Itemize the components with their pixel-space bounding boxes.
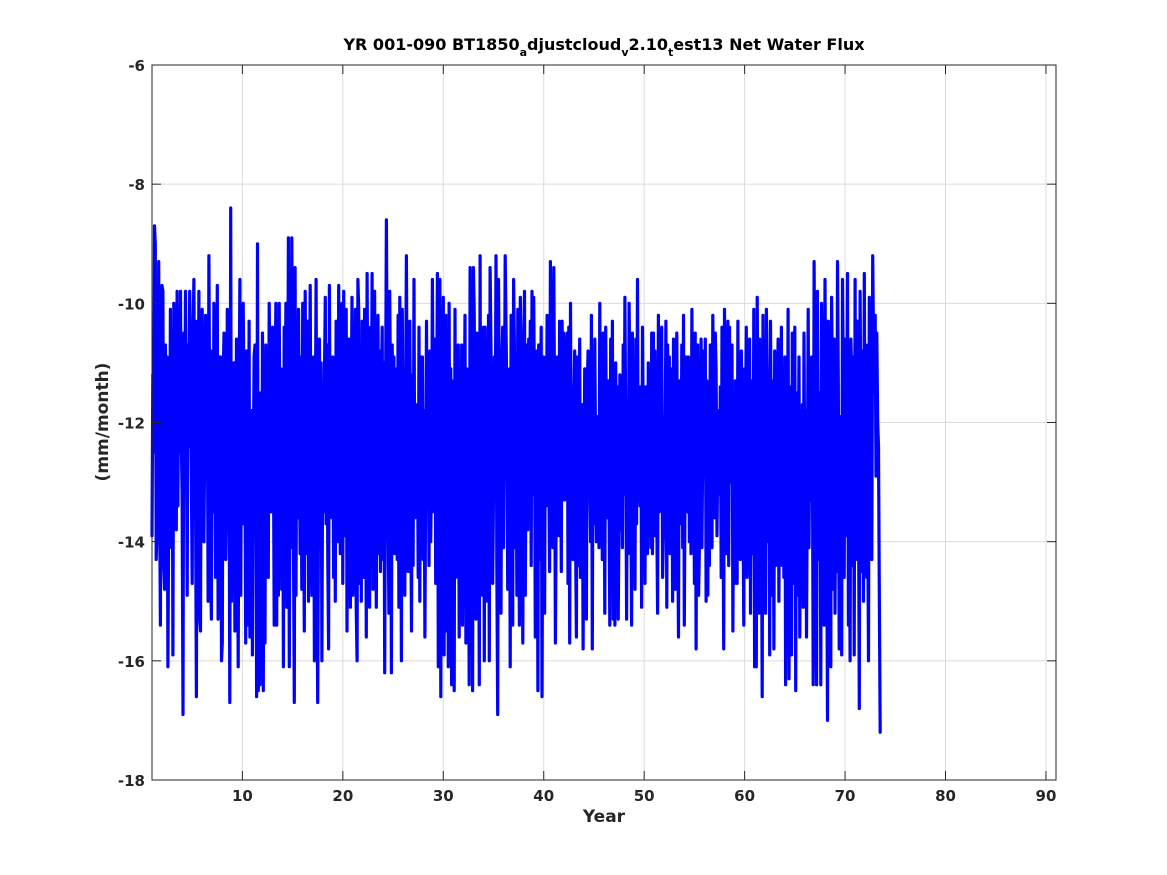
series-line: [150, 206, 882, 734]
y-tick-label: -16: [118, 653, 145, 671]
y-tick-label: -12: [118, 415, 145, 433]
y-tick-label: -18: [118, 772, 145, 790]
y-tick-label: -8: [128, 176, 145, 194]
x-tick-label: 60: [734, 787, 755, 805]
title-sub-t: t: [668, 46, 673, 59]
y-tick-labels: -18 -16 -14 -12 -10 -8 -6: [118, 57, 145, 790]
title-part-1: YR 001-090 BT1850: [342, 35, 519, 54]
x-axis-label: Year: [582, 807, 626, 827]
title-part-2: djustcloud: [527, 35, 621, 54]
series-group: [150, 206, 882, 734]
x-tick-labels: 10 20 30 40 50 60 70 80 90: [232, 787, 1056, 805]
y-tick-label: -14: [118, 534, 145, 552]
title-part-3: 2.10: [629, 35, 668, 54]
x-tick-label: 80: [935, 787, 956, 805]
x-tick-label: 50: [634, 787, 655, 805]
axis-ticks: [152, 64, 1056, 781]
title-sub-v: v: [621, 46, 629, 59]
x-tick-label: 90: [1036, 787, 1057, 805]
y-axis-label: (mm/month): [93, 363, 113, 482]
x-tick-label: 20: [332, 787, 353, 805]
x-tick-label: 70: [835, 787, 856, 805]
title-sub-a: a: [520, 46, 527, 59]
x-tick-label: 40: [533, 787, 554, 805]
title-part-4: est13 Net Water Flux: [673, 35, 865, 54]
chart-title: YR 001-090 BT1850adjustcloudv2.10test13 …: [342, 35, 865, 59]
x-tick-label: 30: [433, 787, 454, 805]
y-tick-label: -6: [128, 57, 145, 75]
x-tick-label: 10: [232, 787, 253, 805]
y-tick-label: -10: [118, 295, 145, 313]
